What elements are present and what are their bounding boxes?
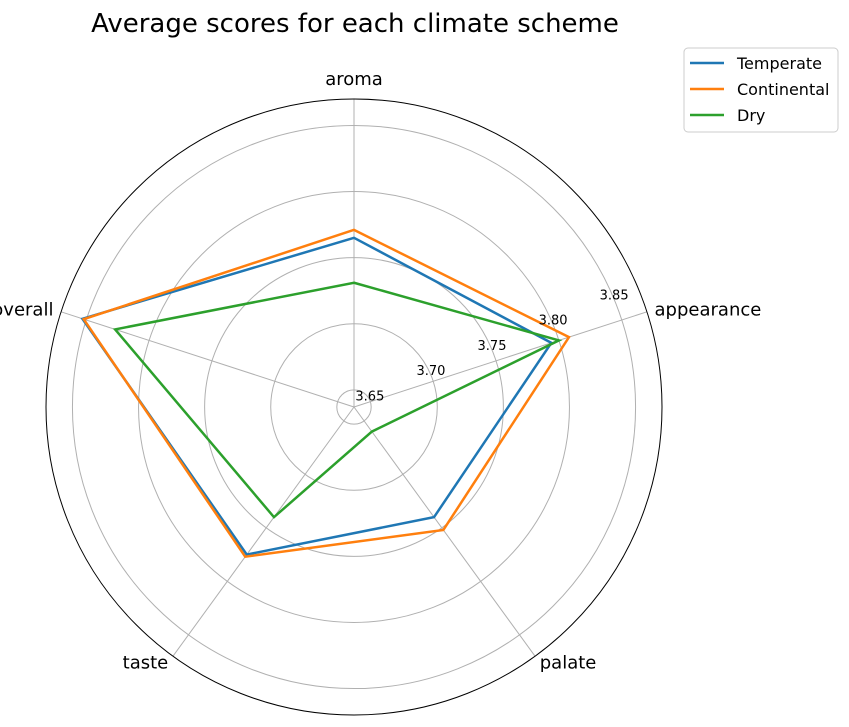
grid-circle-3-65	[336, 389, 372, 425]
legend-label-dry: Dry	[737, 106, 765, 125]
category-label-palate: palate	[540, 653, 597, 674]
category-label-taste: taste	[123, 653, 169, 674]
radial-tick-3-75: 3.75	[478, 339, 507, 354]
grid-circle-3-70	[270, 323, 438, 491]
radar-labels: 3.65 3.70 3.75 3.80 3.85 aroma appearance palat…	[0, 69, 761, 674]
radar-grid	[45, 98, 663, 716]
series-line-continental	[81, 228, 571, 559]
category-label-aroma: aroma	[325, 69, 383, 90]
spoke-palate	[353, 406, 536, 657]
radial-tick-3-80: 3.80	[539, 314, 568, 329]
spoke-taste	[172, 406, 355, 657]
grid-circle-3-75	[204, 257, 504, 557]
radar-series	[80, 228, 571, 559]
category-label-overall: overall	[0, 299, 53, 320]
radial-tick-3-85: 3.85	[600, 288, 629, 303]
series-line-temperate	[80, 236, 554, 556]
radial-tick-3-70: 3.70	[416, 364, 445, 379]
legend-label-temperate: Temperate	[736, 54, 822, 73]
spoke-overall	[60, 311, 355, 408]
spoke-appearance	[353, 311, 648, 408]
legend: Temperate Continental Dry	[683, 47, 839, 133]
category-label-appearance: appearance	[655, 299, 762, 320]
grid-circle-3-80	[138, 191, 570, 623]
legend-label-continental: Continental	[737, 80, 829, 99]
radial-tick-3-65: 3.65	[355, 389, 384, 404]
legend-box	[683, 47, 839, 133]
series-line-dry	[112, 281, 563, 519]
outer-frame	[45, 98, 663, 716]
grid-circle-3-85	[71, 124, 637, 690]
chart-title: Average scores for each climate scheme	[91, 9, 619, 39]
